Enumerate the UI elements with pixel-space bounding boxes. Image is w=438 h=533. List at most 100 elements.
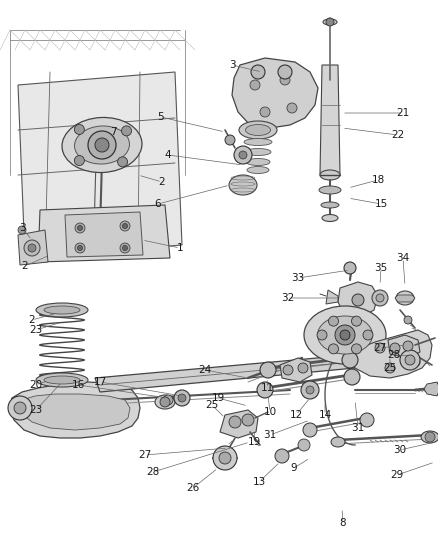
Ellipse shape (36, 373, 88, 387)
Text: 26: 26 (187, 483, 200, 493)
Text: 23: 23 (29, 405, 42, 415)
Text: 15: 15 (374, 199, 388, 209)
Circle shape (260, 362, 276, 378)
Text: 2: 2 (22, 261, 28, 271)
Text: 10: 10 (263, 407, 276, 417)
Circle shape (75, 243, 85, 253)
Circle shape (301, 381, 319, 399)
Circle shape (160, 397, 170, 407)
Circle shape (405, 355, 415, 365)
Polygon shape (280, 358, 312, 382)
Circle shape (280, 75, 290, 85)
Circle shape (18, 226, 26, 234)
Text: 23: 23 (29, 325, 42, 335)
Text: 34: 34 (396, 253, 410, 263)
Text: 18: 18 (371, 175, 385, 185)
Circle shape (95, 138, 109, 152)
Circle shape (213, 446, 237, 470)
Circle shape (287, 103, 297, 113)
Circle shape (78, 246, 82, 251)
Text: 3: 3 (229, 60, 235, 70)
Circle shape (404, 316, 412, 324)
Circle shape (24, 240, 40, 256)
Circle shape (229, 416, 241, 428)
Ellipse shape (245, 149, 271, 156)
Circle shape (340, 330, 350, 340)
Text: 20: 20 (29, 380, 42, 390)
Circle shape (403, 340, 413, 350)
Circle shape (425, 432, 435, 442)
Circle shape (344, 262, 356, 274)
Text: 4: 4 (165, 150, 171, 160)
Text: 12: 12 (290, 410, 303, 420)
Ellipse shape (331, 437, 345, 447)
Circle shape (121, 126, 131, 136)
Text: 28: 28 (387, 350, 401, 360)
Circle shape (174, 390, 190, 406)
Circle shape (400, 350, 420, 370)
Ellipse shape (321, 202, 339, 208)
Circle shape (225, 135, 235, 145)
Ellipse shape (246, 125, 271, 135)
Polygon shape (220, 410, 258, 438)
Text: 28: 28 (146, 467, 159, 477)
Ellipse shape (229, 175, 257, 195)
Ellipse shape (376, 294, 384, 302)
Circle shape (352, 294, 364, 306)
Ellipse shape (427, 383, 438, 395)
Text: 27: 27 (373, 343, 387, 353)
Circle shape (163, 395, 173, 405)
Ellipse shape (44, 306, 80, 314)
Circle shape (410, 357, 420, 367)
Text: 22: 22 (392, 130, 405, 140)
Circle shape (328, 344, 339, 354)
Polygon shape (20, 394, 130, 430)
Circle shape (28, 244, 36, 252)
Circle shape (234, 146, 252, 164)
Polygon shape (18, 72, 182, 258)
Polygon shape (320, 65, 340, 175)
Text: 2: 2 (159, 177, 165, 187)
Text: 1: 1 (177, 243, 184, 253)
Text: 11: 11 (260, 383, 274, 393)
Ellipse shape (239, 121, 277, 139)
Polygon shape (18, 230, 48, 265)
Circle shape (390, 343, 400, 353)
Text: 17: 17 (93, 377, 106, 387)
Ellipse shape (304, 306, 386, 364)
Ellipse shape (396, 291, 414, 305)
Text: 33: 33 (291, 273, 304, 283)
Text: 9: 9 (291, 463, 297, 473)
Text: 13: 13 (252, 477, 265, 487)
Ellipse shape (318, 316, 372, 354)
Polygon shape (65, 212, 143, 257)
Circle shape (219, 452, 231, 464)
Circle shape (260, 107, 270, 117)
Ellipse shape (155, 395, 175, 409)
Text: 8: 8 (340, 518, 346, 528)
Text: 31: 31 (351, 423, 364, 433)
Text: 25: 25 (205, 400, 219, 410)
Circle shape (239, 151, 247, 159)
Text: 2: 2 (28, 315, 35, 325)
Polygon shape (38, 205, 170, 262)
Circle shape (342, 352, 358, 368)
Text: 25: 25 (383, 363, 397, 373)
Text: 6: 6 (155, 199, 161, 209)
Text: 29: 29 (390, 470, 404, 480)
Ellipse shape (246, 158, 270, 166)
Text: 19: 19 (212, 393, 225, 403)
Circle shape (78, 225, 82, 230)
Circle shape (257, 382, 273, 398)
Circle shape (363, 330, 373, 340)
Circle shape (250, 80, 260, 90)
Polygon shape (10, 382, 140, 438)
Circle shape (120, 221, 130, 231)
Ellipse shape (372, 290, 388, 306)
Ellipse shape (247, 166, 269, 174)
Text: 16: 16 (71, 380, 85, 390)
Text: 21: 21 (396, 108, 410, 118)
Circle shape (303, 423, 317, 437)
Text: 31: 31 (263, 430, 277, 440)
Text: 5: 5 (158, 112, 164, 122)
